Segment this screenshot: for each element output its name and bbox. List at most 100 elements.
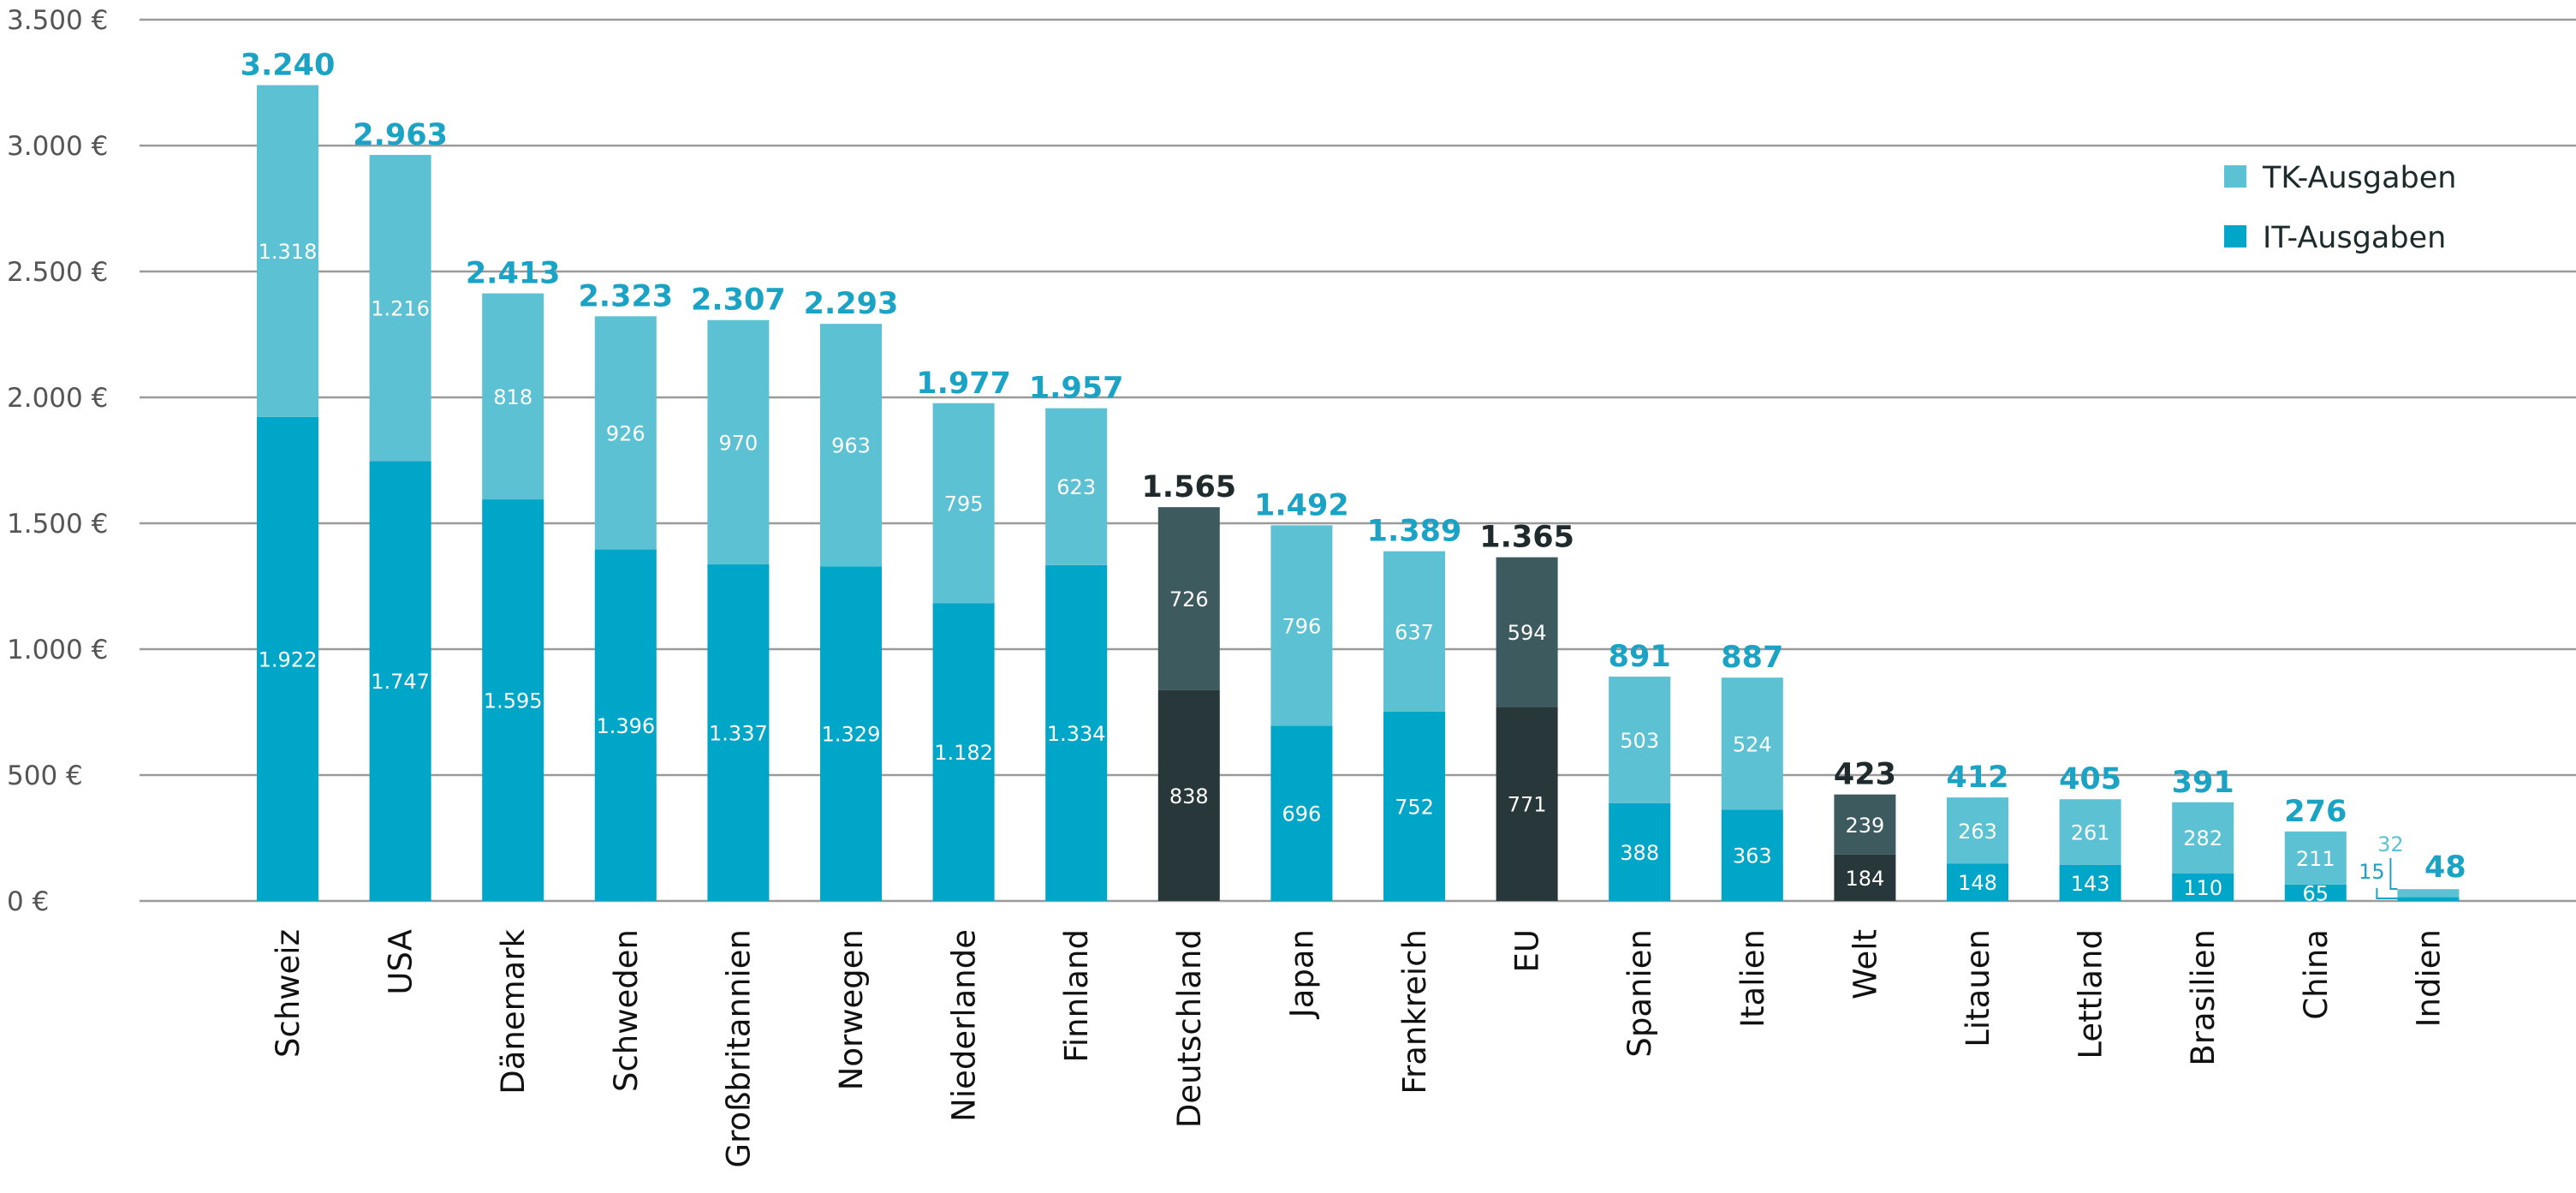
y-tick-label: 2.000 € <box>7 383 108 414</box>
total-label: 276 <box>2284 795 2347 829</box>
leader-line-tk <box>2389 858 2398 890</box>
legend-label-it: IT-Ausgaben <box>2263 221 2446 255</box>
value-label-tk: 211 <box>2296 847 2335 871</box>
value-label-it: 1.329 <box>822 723 881 747</box>
value-label-tk: 963 <box>831 434 871 458</box>
legend-swatch-it <box>2224 225 2246 248</box>
y-tick-label: 1.000 € <box>7 635 108 665</box>
total-label: 48 <box>2424 850 2466 885</box>
legend: TK-Ausgaben IT-Ausgaben <box>2224 161 2456 255</box>
bar-tk-niederlande <box>932 403 995 604</box>
value-label-tk: 594 <box>1508 621 1547 645</box>
x-tick-label: Welt <box>1847 929 1883 999</box>
total-label: 1.365 <box>1479 521 1574 555</box>
value-label-tk: 503 <box>1620 729 1659 753</box>
bar-it-indien <box>2397 897 2460 901</box>
bar-tk-finnland <box>1045 408 1108 565</box>
bar-it-usa <box>369 461 431 901</box>
value-label-it: 388 <box>1620 841 1659 865</box>
bar-it-niederlande <box>932 603 995 901</box>
bar-it-spanien <box>1609 802 1671 901</box>
x-tick-label: Frankreich <box>1396 929 1433 1095</box>
x-tick-label: Italien <box>1734 929 1771 1028</box>
y-tick-label: 1.500 € <box>7 509 108 540</box>
x-tick-label: Dänemark <box>495 928 532 1094</box>
legend-swatch-tk <box>2224 165 2246 188</box>
value-label-tk: 524 <box>1733 732 1772 756</box>
legend-label-tk: TK-Ausgaben <box>2262 161 2456 195</box>
bar-it-brasilien <box>2172 873 2234 901</box>
total-label: 3.240 <box>241 48 336 82</box>
value-label-it: 1.334 <box>1047 722 1106 746</box>
x-tick-label: Niederlande <box>946 929 983 1122</box>
value-label-it: 110 <box>2183 876 2222 900</box>
bar-it-litauen <box>1947 863 2008 901</box>
bar-tk-welt <box>1834 794 1896 855</box>
value-label-it: 363 <box>1733 844 1772 868</box>
bar-it-japan <box>1270 725 1333 901</box>
total-label: 2.323 <box>578 279 673 313</box>
value-label-tk: 261 <box>2071 821 2110 845</box>
value-label-it: 148 <box>1958 871 1997 895</box>
x-tick-label: Japan <box>1283 929 1320 1019</box>
value-label-it: 1.595 <box>484 689 543 713</box>
x-tick-label: Norwegen <box>833 929 870 1090</box>
y-tick-label: 500 € <box>7 761 83 791</box>
value-label-tk: 970 <box>718 431 758 455</box>
x-tick-label: USA <box>383 929 419 995</box>
bar-tk-eu <box>1496 557 1558 707</box>
value-label-tk: 796 <box>1282 614 1321 638</box>
value-label-it: 65 <box>2303 881 2329 905</box>
bar-it-schweiz <box>257 416 318 901</box>
x-tick-label: Finnland <box>1058 929 1095 1063</box>
value-label-it: 1.922 <box>259 647 318 671</box>
total-label: 1.492 <box>1254 488 1349 522</box>
x-tick-label: Schweiz <box>270 929 306 1058</box>
bar-tk-schweiz <box>257 85 318 417</box>
value-label-it: 143 <box>2071 872 2110 896</box>
value-label-tk: 1.318 <box>259 240 318 264</box>
bar-tk-spanien <box>1609 677 1671 803</box>
leader-line-it <box>2376 888 2398 899</box>
bar-it-schweden <box>594 549 657 901</box>
bar-tk-deutschland <box>1157 507 1220 690</box>
x-tick-label: Spanien <box>1621 929 1658 1058</box>
bar-it-eu <box>1496 707 1558 901</box>
value-label-it: 752 <box>1395 795 1434 819</box>
value-label-it: 1.337 <box>709 721 768 745</box>
bar-it-china <box>2284 884 2347 901</box>
x-tick-label: China <box>2298 929 2335 1020</box>
total-label: 1.977 <box>916 367 1011 401</box>
bar-it-großbritannien <box>707 564 770 901</box>
total-label: 2.307 <box>691 283 786 318</box>
total-label: 391 <box>2172 766 2234 800</box>
x-tick-label: Lettland <box>2073 929 2109 1059</box>
bar-tk-italien <box>1721 677 1783 810</box>
bar-it-finnland <box>1045 564 1108 901</box>
total-label: 412 <box>1946 761 2008 795</box>
y-tick-label: 3.000 € <box>7 131 108 162</box>
x-tick-label: Schweden <box>608 929 645 1092</box>
value-label-tk: 818 <box>493 385 532 409</box>
total-label: 887 <box>1721 641 1783 675</box>
value-label-tk: 263 <box>1958 820 1997 844</box>
value-label-tk: 926 <box>606 421 645 445</box>
value-label-it: 1.396 <box>596 714 655 738</box>
value-label-tk: 282 <box>2183 826 2222 850</box>
bar-it-italien <box>1721 809 1783 901</box>
bar-tk-lettland <box>2059 799 2121 865</box>
value-label-it: 15 <box>2359 860 2385 884</box>
total-label: 405 <box>2059 762 2121 796</box>
bar-it-norwegen <box>820 566 882 901</box>
bar-it-lettland <box>2059 864 2121 901</box>
value-label-tk: 32 <box>2377 832 2404 856</box>
bar-tk-usa <box>369 154 431 462</box>
x-tick-label: Großbritannien <box>720 929 757 1168</box>
x-tick-label: Indien <box>2410 929 2447 1027</box>
x-tick-label: EU <box>1509 929 1546 972</box>
value-label-tk: 1.216 <box>371 297 430 321</box>
bar-it-deutschland <box>1157 689 1220 901</box>
bar-tk-japan <box>1270 525 1333 726</box>
value-label-it: 1.747 <box>371 670 430 694</box>
